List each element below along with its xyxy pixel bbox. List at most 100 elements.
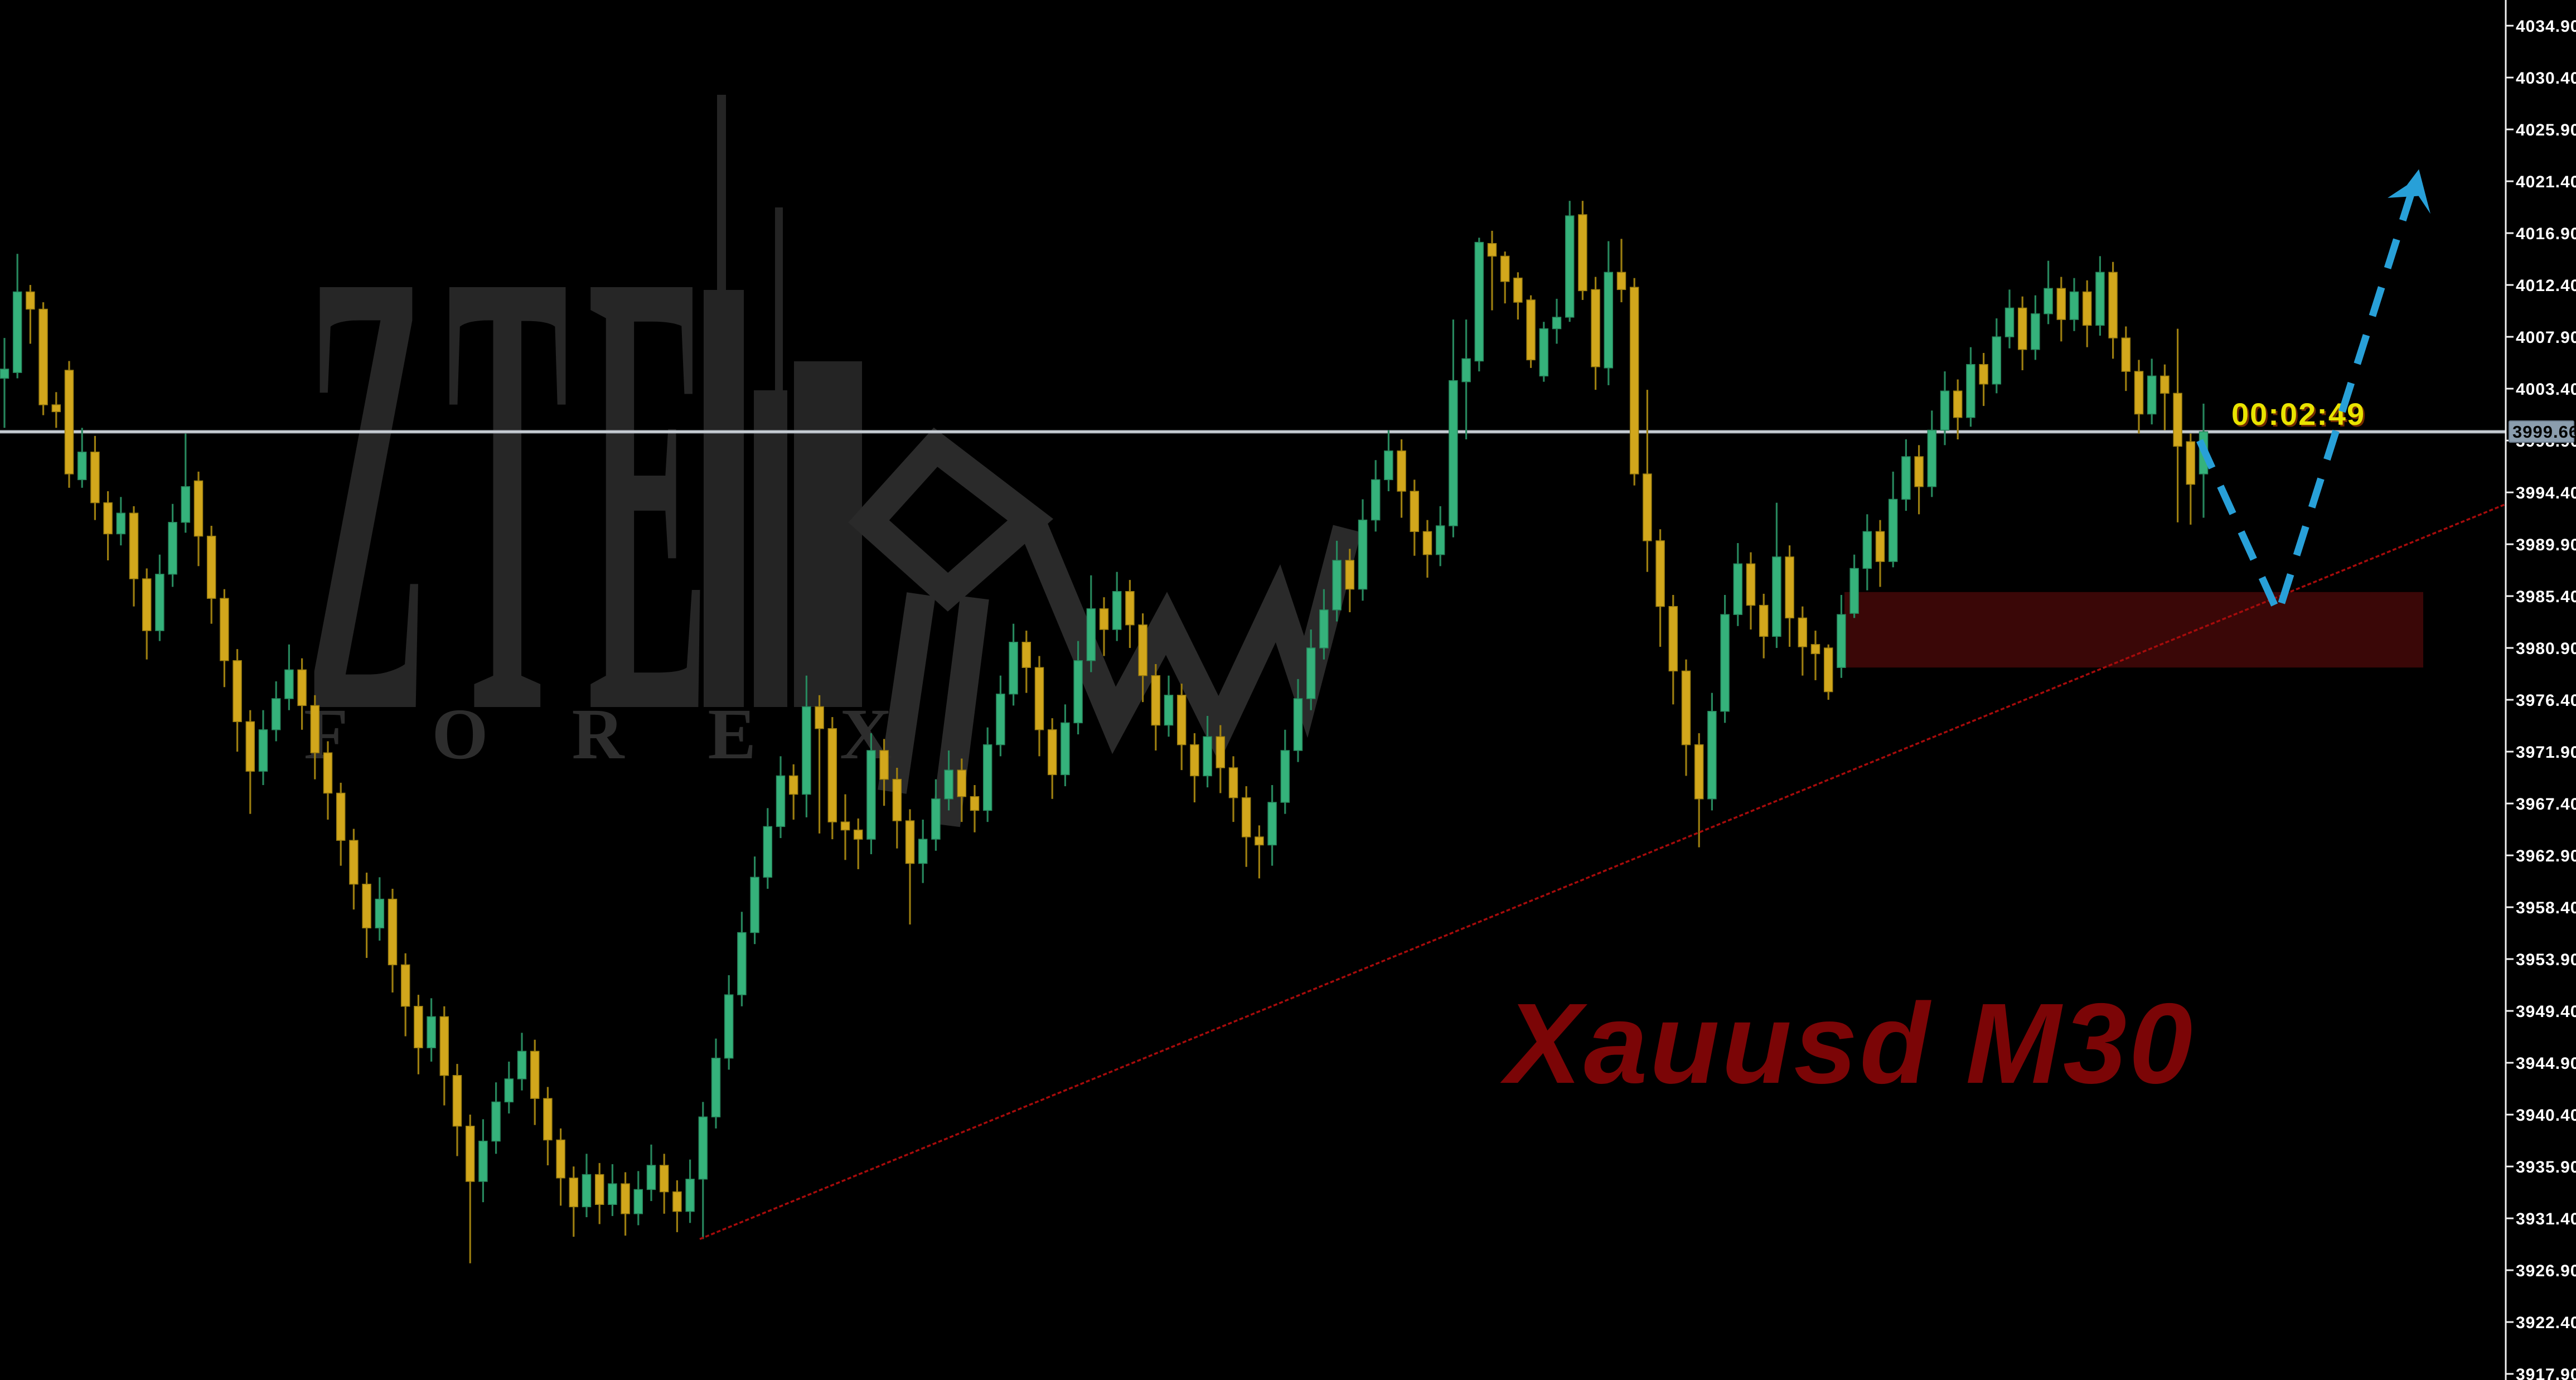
- candle-body: [982, 744, 992, 811]
- candle-body: [1047, 729, 1057, 776]
- axis-tick-label: 4012.40: [2516, 277, 2576, 295]
- price-axis[interactable]: 4034.90 4030.40 4025.90 4021.40 4016.90 4012.…: [2505, 0, 2576, 1380]
- candle-body: [2121, 337, 2131, 372]
- candle-body: [258, 729, 268, 772]
- axis-tick-label: 3935.90: [2516, 1158, 2576, 1176]
- candle-body: [77, 451, 87, 481]
- candle-body: [1190, 744, 1199, 777]
- candle-body: [711, 1058, 721, 1117]
- candle-body: [90, 451, 100, 503]
- projection-arrow[interactable]: [2196, 169, 2430, 624]
- candle-body: [970, 796, 980, 811]
- candle-body: [1061, 722, 1070, 776]
- price-tag-box: [2509, 420, 2574, 443]
- candle-body: [1720, 614, 1730, 712]
- candle-body: [1034, 667, 1044, 730]
- candle-body: [1798, 617, 1808, 647]
- candle-body: [284, 669, 294, 699]
- axis-tick-label: 3944.90: [2516, 1054, 2576, 1073]
- candle-body: [504, 1078, 514, 1103]
- candle-body: [1435, 525, 1445, 555]
- candle-body: [1513, 277, 1523, 303]
- candle-wick: [909, 809, 911, 925]
- axis-tick-label: 4007.90: [2516, 328, 2576, 347]
- candle-body: [1319, 609, 1329, 648]
- candle-body: [1293, 698, 1303, 751]
- axis-tick-label: 3940.40: [2516, 1106, 2576, 1125]
- candle-body: [1552, 317, 1562, 330]
- candle-body: [1629, 287, 1639, 474]
- candle-body: [1371, 479, 1381, 521]
- candle-body: [1526, 299, 1536, 361]
- candle-body: [659, 1165, 669, 1193]
- candle-body: [1474, 241, 1484, 362]
- current-price-line: [0, 430, 2506, 434]
- candles-layer: [0, 201, 2209, 1263]
- candle-body: [621, 1183, 630, 1214]
- axis-tick-label: 3917.90: [2516, 1366, 2576, 1380]
- candle-body: [685, 1179, 695, 1212]
- trendline[interactable]: [699, 503, 2507, 1240]
- candle-body: [1267, 802, 1277, 846]
- candle-body: [763, 826, 773, 878]
- candle-wick: [1491, 230, 1493, 311]
- candle-body: [815, 706, 824, 729]
- candle-body: [349, 840, 359, 885]
- candle-body: [1487, 243, 1497, 257]
- projection-arrowhead-icon[interactable]: [2388, 169, 2430, 214]
- axis-tick-label: 3962.90: [2516, 847, 2576, 865]
- candle-body: [1099, 608, 1109, 630]
- candle-body: [1810, 644, 1820, 655]
- candle-body: [2095, 272, 2105, 326]
- candle-body: [1772, 556, 1781, 637]
- candle-body: [944, 769, 953, 800]
- candle-body: [879, 750, 889, 780]
- candle-body: [1203, 736, 1212, 777]
- axis-tick-label: 3967.40: [2516, 795, 2576, 814]
- candle-body: [1164, 695, 1174, 726]
- candle-body: [388, 898, 398, 966]
- candle-body: [38, 308, 48, 405]
- candle-body: [116, 512, 126, 535]
- candle-body: [1862, 531, 1872, 569]
- candle-body: [1591, 289, 1600, 367]
- candle-body: [776, 775, 786, 827]
- candle-body: [1888, 498, 1898, 562]
- candle-body: [1927, 429, 1937, 487]
- axis-tick-label: 4021.40: [2516, 173, 2576, 191]
- watermark-forex-text: FOREX: [304, 694, 976, 774]
- candle-body: [1643, 473, 1652, 541]
- candle-body: [556, 1139, 565, 1179]
- candle-body: [737, 932, 747, 995]
- axis-tick-label: 4003.40: [2516, 380, 2576, 399]
- candle-body: [892, 778, 902, 821]
- candle-body: [1578, 214, 1587, 292]
- candle-body: [1332, 560, 1342, 611]
- candle-body: [1901, 456, 1911, 500]
- candle-body: [2069, 291, 2079, 320]
- candle-body: [400, 964, 410, 1007]
- candle-body: [1992, 336, 2002, 385]
- building-bar: [794, 361, 862, 707]
- projection-dashed-path[interactable]: [2196, 175, 2420, 624]
- building-bar: [717, 95, 726, 291]
- candle-body: [193, 480, 204, 537]
- candle-body: [220, 598, 229, 661]
- candle-body: [310, 705, 320, 753]
- candle-body: [931, 798, 941, 840]
- candle-body: [1073, 660, 1083, 724]
- candle-body: [427, 1016, 436, 1048]
- axis-tick-label: 3985.40: [2516, 588, 2576, 606]
- candle-body: [1837, 614, 1846, 668]
- candle-body: [491, 1101, 501, 1142]
- candle-body: [996, 693, 1005, 745]
- candle-body: [1009, 641, 1018, 695]
- candle-body: [1500, 255, 1510, 282]
- price-tag-value: 3999.66: [2512, 422, 2576, 442]
- candle-body: [633, 1189, 643, 1214]
- candle-body: [1565, 215, 1575, 318]
- candle-body: [1707, 710, 1717, 800]
- candle-body: [2134, 371, 2144, 415]
- trendline-segment[interactable]: [699, 503, 2507, 1240]
